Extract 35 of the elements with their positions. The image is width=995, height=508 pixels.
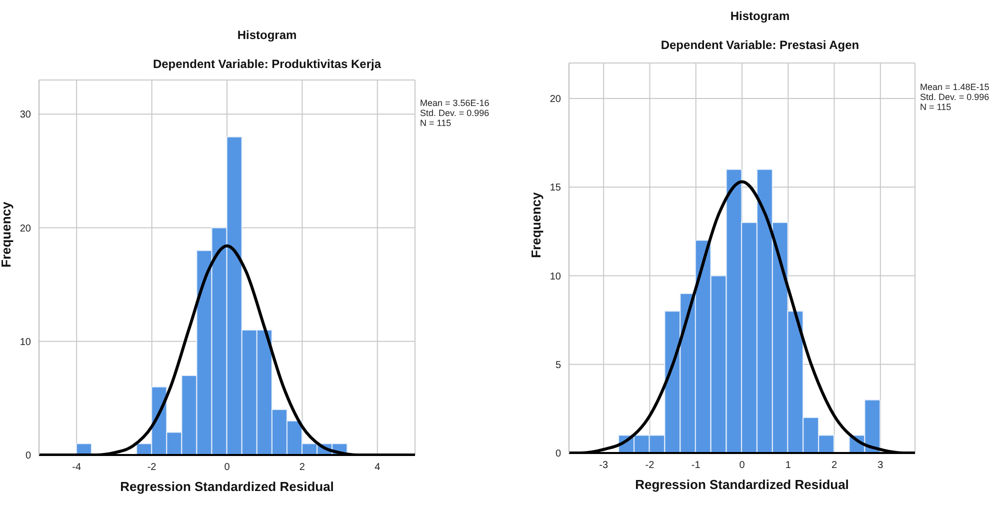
chart-subtitle: Dependent Variable: Prestasi Agen	[660, 38, 860, 52]
y-tick-label: 15	[550, 182, 562, 194]
x-tick-label: 0	[224, 462, 230, 474]
y-tick-label: 30	[20, 110, 32, 121]
chart-title: Histogram	[236, 28, 298, 42]
x-tick-label: 3	[878, 460, 884, 472]
y-axis-title: Frequency	[0, 200, 14, 268]
text: Mean = 3.56E-16	[420, 98, 490, 108]
text: N = 115	[420, 118, 452, 128]
y-tick-label: 0	[25, 450, 32, 462]
y-tick-label: 10	[20, 336, 32, 348]
y-tick-label: 20	[20, 223, 32, 234]
x-tick-label: 0	[739, 460, 746, 472]
x-axis-title: Regression Standardized Residual	[119, 479, 335, 494]
x-tick-label: -3	[599, 460, 608, 472]
y-tick-label: 20	[550, 94, 562, 106]
chart-subtitle: Dependent Variable: Produktivitas Kerja	[152, 57, 382, 71]
x-tick-label: -4	[72, 462, 82, 474]
text: Std. Dev. = 0.996	[920, 92, 990, 102]
x-tick-label: 1	[785, 460, 792, 472]
y-tick-label: 0	[555, 448, 562, 460]
text: N = 115	[920, 102, 952, 112]
x-tick-label: -1	[691, 460, 701, 472]
y-axis-title: Frequency	[528, 191, 544, 258]
x-tick-label: 4	[374, 462, 381, 474]
x-axis-title: Regression Standardized Residual	[634, 477, 850, 492]
chart-title: Histogram	[729, 9, 791, 23]
text: Std. Dev. = 0.996	[420, 108, 490, 118]
x-tick-label: -2	[645, 460, 655, 472]
y-tick-label: 10	[550, 271, 562, 282]
x-tick-label: 2	[299, 462, 306, 474]
x-tick-label: -2	[147, 462, 157, 474]
text: Mean = 1.48E-15	[920, 82, 990, 92]
x-tick-label: 2	[831, 460, 838, 472]
y-tick-label: 5	[555, 360, 562, 371]
